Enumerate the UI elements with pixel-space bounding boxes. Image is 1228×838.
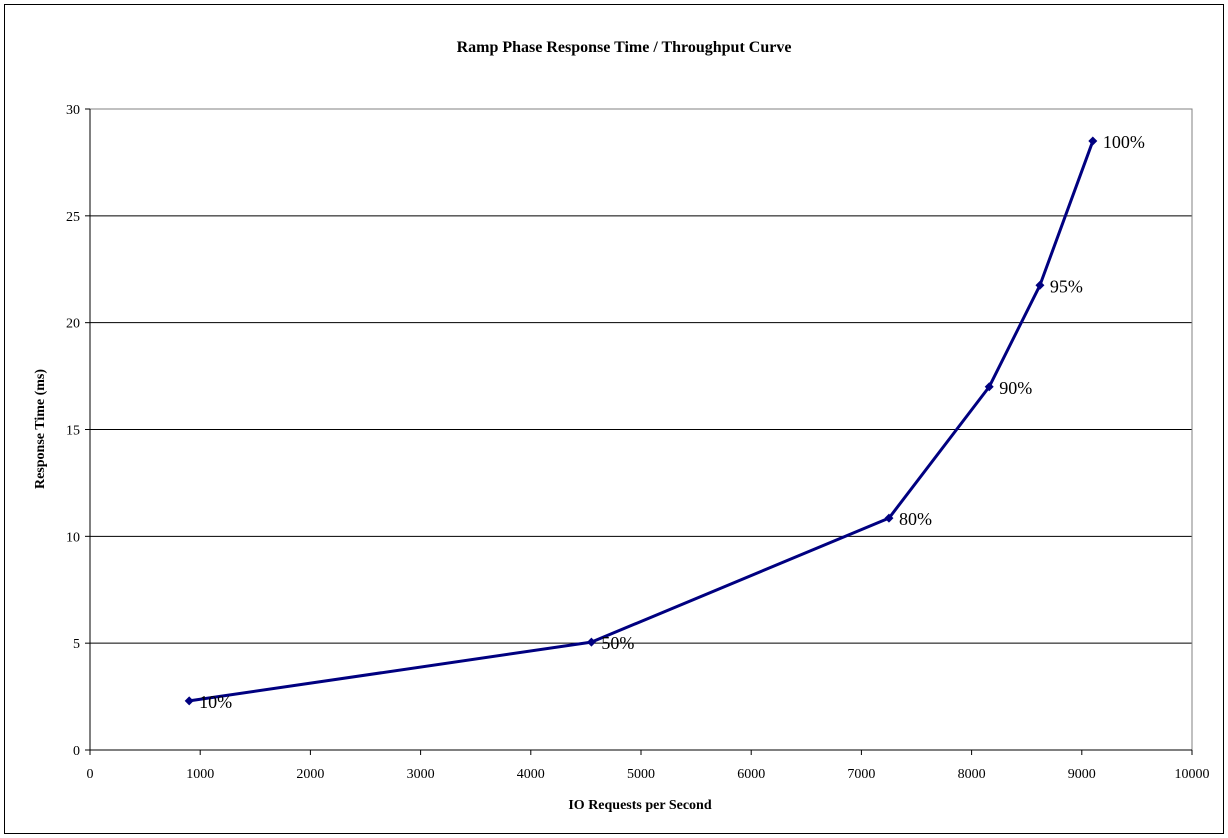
data-label: 100% [1103,132,1145,152]
y-tick-label: 30 [66,103,80,118]
x-tick-label: 7000 [847,767,875,782]
chart-title: Ramp Phase Response Time / Throughput Cu… [457,39,792,56]
x-tick-label: 8000 [958,767,986,782]
data-label: 80% [899,509,932,529]
x-tick-label: 9000 [1068,767,1096,782]
chart-frame [4,4,1224,834]
y-axis-label: Response Time (ms) [33,369,48,489]
y-tick-label: 5 [73,637,80,652]
data-point-marker [984,382,994,392]
x-tick-label: 3000 [407,767,435,782]
x-tick-label: 2000 [296,767,324,782]
y-tick-label: 0 [73,744,80,759]
data-point-marker [586,637,596,647]
data-label: 10% [199,692,232,712]
x-tick-label: 1000 [186,767,214,782]
data-point-marker [1088,136,1098,146]
grid-lines [90,108,1192,644]
y-axis: 0 5 10 15 20 25 30 [66,103,91,759]
data-point-marker [184,696,194,706]
series-line-group: 10% 50% 80% 90% 95% 100% [184,132,1145,712]
x-tick-label: 10000 [1175,767,1210,782]
data-label: 50% [601,633,634,653]
data-point-marker [884,513,894,523]
y-tick-label: 25 [66,210,80,225]
y-tick-label: 20 [66,317,80,332]
x-tick-label: 0 [87,767,94,782]
y-tick-label: 15 [66,424,80,439]
x-axis-label: IO Requests per Second [568,798,711,813]
x-tick-label: 5000 [627,767,655,782]
data-label: 90% [999,378,1032,398]
data-label: 95% [1050,276,1083,296]
x-tick-label: 4000 [517,767,545,782]
data-point-marker [1035,280,1045,290]
y-tick-label: 10 [66,530,80,545]
series-line [188,140,1095,703]
x-tick-label: 6000 [737,767,765,782]
x-axis: 0 1000 2000 3000 4000 5000 6000 7000 8000 9000 100… [87,749,1210,782]
